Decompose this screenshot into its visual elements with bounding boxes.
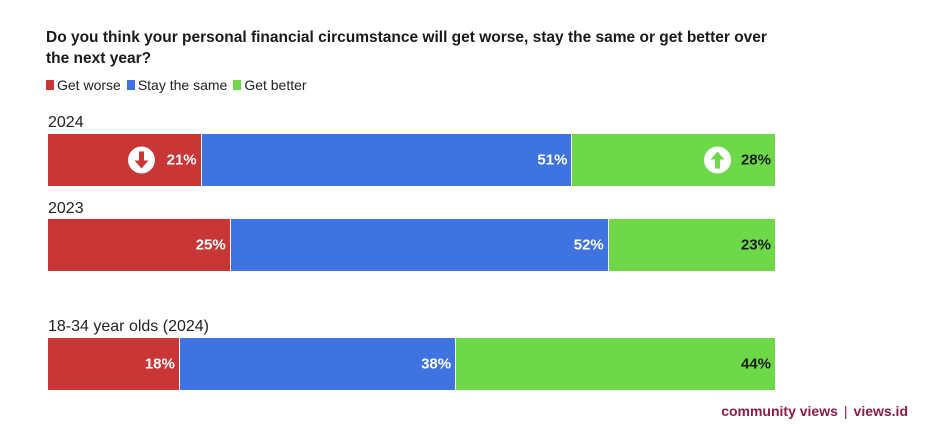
arrow-down-icon — [127, 146, 155, 174]
bar-segment-worse: 18% — [48, 338, 179, 390]
legend: Get worse Stay the same Get better — [46, 77, 307, 93]
credit-separator: | — [843, 403, 848, 419]
data-label-same: 51% — [537, 151, 568, 169]
arrow-up-icon — [703, 146, 731, 174]
bar-segment-better: 44% — [455, 338, 775, 390]
credit-site: views.id — [853, 403, 908, 419]
bar-row-2023: 25% 52% 23% — [48, 219, 775, 271]
row-label-18-34: 18-34 year olds (2024) — [48, 318, 209, 335]
legend-swatch-get-worse — [46, 80, 54, 90]
legend-swatch-stay-the-same — [126, 80, 135, 90]
data-label-better: 23% — [740, 236, 771, 254]
bar-segment-same: 52% — [229, 219, 608, 271]
legend-label-get-better: Get better — [244, 77, 307, 93]
legend-label-stay-the-same: Stay the same — [137, 77, 228, 93]
data-label-better: 44% — [740, 355, 771, 373]
bar-row-18-34: 18% 38% 44% — [48, 338, 775, 390]
bar-segment-worse: 25% — [48, 219, 230, 271]
chart-title: Do you think your personal financial cir… — [46, 29, 767, 67]
bar-segment-same: 51% — [200, 134, 572, 186]
data-label-same: 38% — [421, 355, 452, 373]
row-label-2023: 2023 — [48, 200, 84, 217]
data-label-worse: 25% — [195, 236, 226, 254]
credit: community views | views.id — [721, 403, 908, 419]
data-label-better: 28% — [740, 151, 771, 169]
legend-label-get-worse: Get worse — [57, 77, 121, 93]
data-label-worse: 18% — [144, 355, 175, 373]
row-label-2024: 2024 — [48, 114, 84, 131]
credit-brand: community views — [721, 403, 838, 419]
bar-segment-better: 23% — [607, 219, 775, 271]
legend-swatch-get-better — [233, 80, 242, 90]
legend-item-get-worse: Get worse — [46, 77, 121, 93]
bar-segment-same: 38% — [178, 338, 456, 390]
bar-row-2024: 21% 51% 28% — [48, 134, 775, 186]
legend-item-stay-the-same: Stay the same — [126, 77, 228, 93]
bar-segment-worse: 21% — [48, 134, 201, 186]
legend-item-get-better: Get better — [233, 77, 307, 93]
data-label-worse: 21% — [166, 151, 197, 169]
data-label-same: 52% — [573, 236, 604, 254]
bar-segment-better: 28% — [571, 134, 775, 186]
